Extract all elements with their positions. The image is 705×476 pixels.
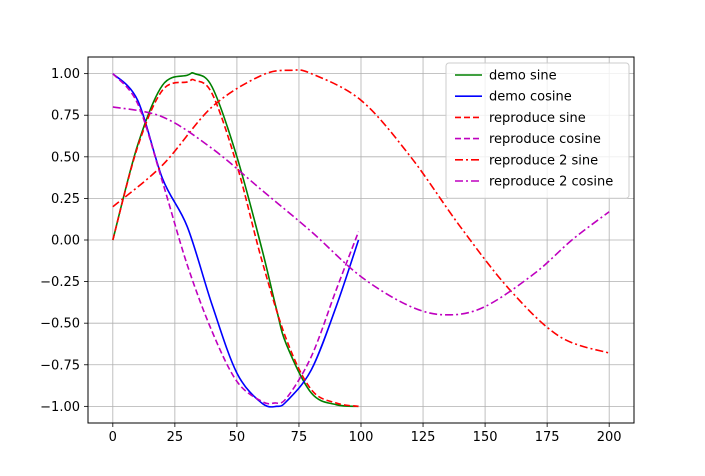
x-tick-label: 75: [291, 430, 308, 445]
y-tick-label: 0.25: [51, 192, 80, 207]
x-tick-label: 50: [229, 430, 246, 445]
legend-box: [445, 62, 630, 199]
x-tick-label: 0: [109, 430, 117, 445]
y-tick-label: −1.00: [40, 400, 80, 415]
legend-label: reproduce cosine: [489, 132, 601, 147]
y-tick-label: 0.00: [51, 234, 80, 249]
y-tick-label: −0.50: [40, 317, 80, 332]
y-tick-label: 1.00: [51, 67, 80, 82]
series-line-reproduce-cosine: [112, 73, 360, 405]
legend: demo sine demo cosine reproduce sine reprod…: [445, 62, 630, 199]
legend-label: reproduce 2 cosine: [489, 175, 613, 190]
x-tick-label: 200: [597, 430, 622, 445]
axis-ticks: 0 25 50 75 100 125 150 175 200 −1.00 −0.75 −0.50 −0.…: [40, 67, 621, 445]
legend-label: reproduce 2 sine: [489, 153, 598, 168]
x-tick-label: 25: [167, 430, 184, 445]
x-tick-label: 125: [411, 430, 436, 445]
plot-lines: [112, 69, 610, 408]
legend-label: demo sine: [489, 69, 557, 84]
series-line-demo-sine: [112, 72, 359, 408]
legend-label: demo cosine: [489, 90, 572, 105]
series-line-reproduce-2-cosine: [112, 106, 610, 316]
x-tick-label: 100: [349, 430, 374, 445]
x-tick-label: 150: [473, 430, 498, 445]
x-tick-label: 175: [535, 430, 560, 445]
y-tick-label: −0.25: [40, 275, 80, 290]
y-tick-label: −0.75: [40, 358, 80, 373]
series-line-reproduce-sine: [112, 78, 359, 408]
y-tick-label: 0.75: [51, 109, 80, 124]
series-line-reproduce-2-sine: [112, 69, 610, 354]
legend-label: reproduce sine: [489, 111, 586, 126]
y-tick-label: 0.50: [51, 150, 80, 165]
